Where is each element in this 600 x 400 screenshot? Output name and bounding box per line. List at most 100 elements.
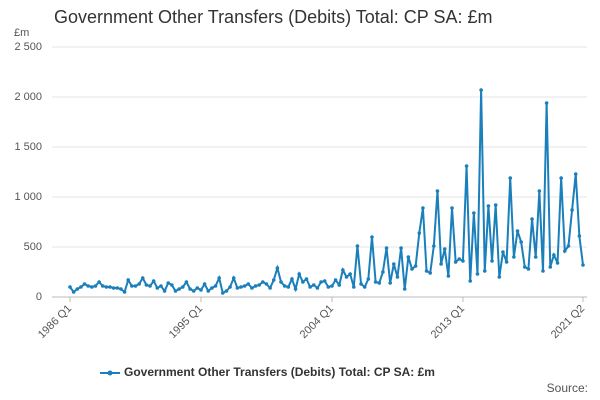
point	[472, 211, 476, 215]
point	[366, 277, 371, 281]
point	[75, 287, 80, 291]
point	[566, 244, 571, 248]
point	[235, 286, 240, 290]
point	[501, 250, 505, 254]
point	[301, 280, 305, 284]
chart-title: Government Other Transfers (Debits) Tota…	[54, 7, 493, 27]
point	[330, 284, 334, 288]
point	[355, 244, 360, 248]
point	[148, 284, 152, 288]
y-tick-label: 1 500	[14, 141, 42, 153]
point	[359, 282, 363, 286]
point	[362, 285, 367, 289]
point	[326, 285, 331, 289]
point	[424, 269, 429, 273]
point	[151, 279, 156, 283]
point	[384, 246, 389, 250]
point	[461, 259, 465, 263]
point	[559, 176, 563, 180]
point	[388, 281, 392, 285]
point	[417, 231, 422, 235]
point	[522, 265, 527, 269]
point	[166, 281, 171, 285]
point	[337, 283, 342, 287]
point	[395, 275, 400, 279]
point	[311, 283, 316, 287]
point	[399, 246, 403, 250]
point	[173, 289, 178, 293]
y-axis-label: £m	[14, 27, 29, 39]
point	[341, 268, 345, 272]
point	[333, 278, 338, 282]
point	[82, 282, 87, 286]
point	[71, 290, 76, 294]
point	[275, 266, 280, 270]
point	[475, 272, 480, 276]
point	[93, 284, 98, 288]
point	[464, 164, 469, 168]
point	[381, 270, 385, 274]
point	[508, 176, 513, 180]
point	[348, 272, 352, 276]
point	[490, 259, 494, 263]
point	[570, 208, 574, 212]
point	[162, 289, 167, 293]
point	[177, 287, 181, 291]
point	[519, 240, 523, 244]
point	[282, 284, 287, 288]
point	[195, 286, 200, 290]
point	[86, 284, 90, 288]
point	[261, 280, 265, 284]
point	[512, 255, 516, 259]
point	[68, 285, 72, 289]
point	[392, 262, 396, 266]
x-tick-label: 2013 Q1	[429, 303, 467, 341]
x-tick-label: 1995 Q1	[167, 303, 205, 341]
point	[552, 253, 556, 257]
point	[497, 275, 502, 279]
point	[224, 289, 229, 293]
point	[297, 272, 302, 276]
x-tick-label: 2004 Q1	[298, 303, 336, 341]
point	[231, 276, 236, 280]
point	[432, 244, 436, 248]
point	[206, 289, 211, 293]
point	[577, 234, 582, 238]
point	[293, 287, 298, 291]
point	[111, 286, 116, 290]
point	[199, 288, 203, 292]
point	[100, 284, 105, 288]
point	[202, 282, 207, 286]
point	[126, 278, 131, 282]
point	[268, 286, 272, 290]
point	[573, 172, 578, 176]
source: Source:	[547, 381, 588, 395]
point	[221, 291, 225, 295]
point	[533, 255, 538, 259]
point	[115, 286, 120, 290]
point	[133, 284, 138, 288]
y-tick-label: 500	[24, 241, 42, 253]
point	[548, 265, 553, 269]
point	[140, 276, 145, 280]
point	[541, 269, 545, 273]
point	[457, 257, 462, 261]
point	[319, 280, 323, 284]
y-tick-label: 2 500	[14, 41, 42, 53]
point	[544, 101, 549, 105]
point	[246, 282, 251, 286]
legend-label: Government Other Transfers (Debits) Tota…	[124, 365, 435, 379]
point	[104, 285, 109, 289]
point	[504, 260, 509, 264]
point	[253, 284, 258, 288]
point	[144, 283, 149, 287]
point	[446, 274, 451, 278]
point	[271, 278, 276, 282]
point	[344, 275, 349, 279]
point	[410, 267, 414, 271]
point	[581, 263, 585, 267]
point	[213, 284, 218, 288]
point	[421, 206, 425, 210]
point	[537, 189, 542, 193]
